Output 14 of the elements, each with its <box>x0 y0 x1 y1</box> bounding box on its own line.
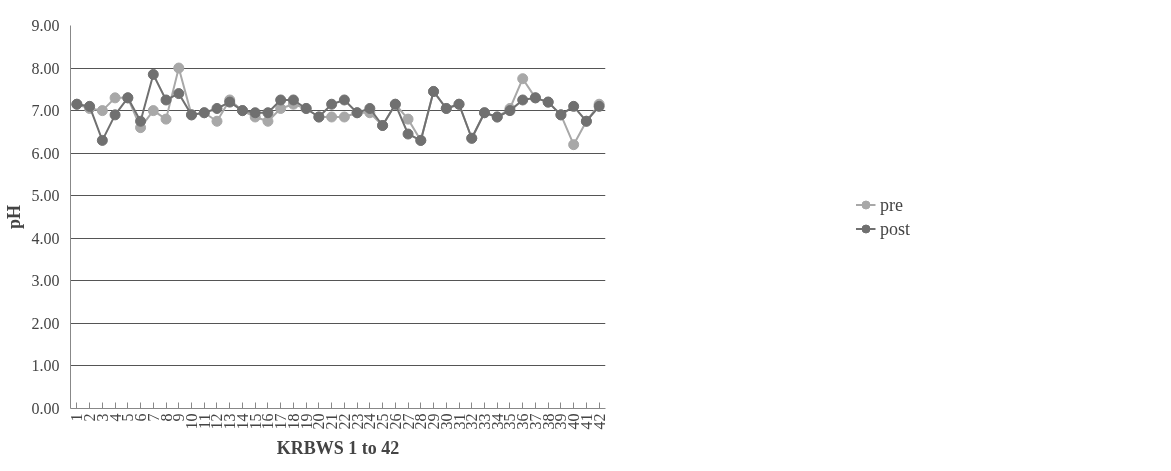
y-tick-label: 6.00 <box>31 144 60 162</box>
y-tick-label: 0.00 <box>31 400 60 417</box>
y-tick-label: 9.00 <box>31 17 60 34</box>
y-tick-label: 5.00 <box>31 187 60 205</box>
y-tick-label: 4.00 <box>31 229 60 247</box>
y-tick-label: 8.00 <box>31 59 60 77</box>
x-axis-title: KRBWS 1 to 42 <box>276 437 400 458</box>
y-axis-title: pH <box>3 204 24 230</box>
legend-label: pre <box>879 194 903 215</box>
legend-label: post <box>879 218 911 239</box>
y-tick-label: 3.00 <box>31 272 60 290</box>
y-tick-label: 7.00 <box>31 102 60 120</box>
y-tick-label: 2.00 <box>31 314 60 332</box>
y-tick-label: 1.00 <box>31 357 60 375</box>
